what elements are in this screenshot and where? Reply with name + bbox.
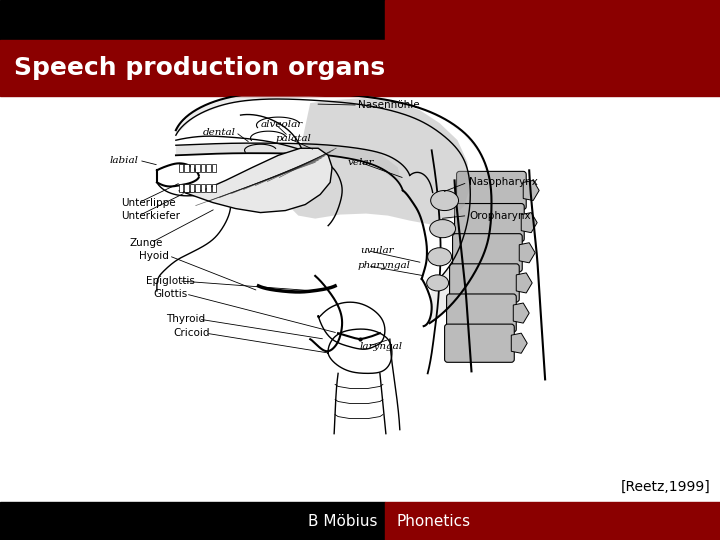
Text: alveolar: alveolar (261, 120, 302, 129)
Bar (0, 502, 385, 540)
Text: Nasenhöhle: Nasenhöhle (358, 100, 420, 110)
Polygon shape (516, 273, 532, 293)
Text: Oropharynx: Oropharynx (469, 211, 531, 220)
FancyBboxPatch shape (445, 324, 514, 362)
Bar (190, 185, 194, 192)
Polygon shape (176, 143, 402, 191)
Text: Phonetics: Phonetics (397, 514, 471, 529)
Text: uvular: uvular (360, 246, 394, 255)
Text: Nasopharynx: Nasopharynx (469, 178, 539, 187)
Text: Unterkiefer: Unterkiefer (121, 211, 180, 220)
Text: labial: labial (110, 156, 139, 165)
Text: Hyoid: Hyoid (139, 251, 169, 261)
Ellipse shape (431, 191, 459, 211)
Polygon shape (523, 180, 539, 200)
Polygon shape (179, 148, 332, 213)
Text: palatal: palatal (275, 134, 311, 143)
Polygon shape (513, 303, 529, 323)
Bar (201, 185, 205, 192)
Bar (190, 164, 194, 172)
Bar (179, 185, 184, 192)
Polygon shape (519, 242, 535, 263)
Bar (385, 0, 720, 40)
Text: laryngal: laryngal (360, 342, 403, 351)
Bar (0, 40, 720, 96)
Bar (385, 502, 720, 540)
Bar (184, 185, 189, 192)
Bar (206, 185, 211, 192)
FancyBboxPatch shape (449, 264, 519, 302)
Bar (0, 0, 385, 40)
Text: pharyngal: pharyngal (358, 261, 411, 271)
Text: dental: dental (202, 127, 235, 137)
Polygon shape (511, 333, 527, 353)
Polygon shape (288, 98, 469, 225)
FancyBboxPatch shape (454, 204, 524, 242)
Polygon shape (521, 213, 537, 233)
Text: [Reetz,1999]: [Reetz,1999] (620, 480, 710, 494)
Ellipse shape (427, 275, 449, 291)
Polygon shape (176, 92, 491, 323)
Ellipse shape (430, 220, 456, 238)
Bar (195, 164, 199, 172)
FancyBboxPatch shape (456, 171, 526, 210)
Text: Thyroid: Thyroid (166, 314, 205, 324)
Bar (184, 164, 189, 172)
Text: Glottis: Glottis (153, 289, 187, 299)
Text: Unterlippe: Unterlippe (121, 198, 176, 207)
Bar (212, 164, 216, 172)
Bar (212, 185, 216, 192)
Text: Zunge: Zunge (129, 238, 163, 248)
Text: Epiglottis: Epiglottis (146, 276, 195, 286)
Text: B Möbius: B Möbius (307, 514, 377, 529)
Bar (195, 185, 199, 192)
FancyBboxPatch shape (446, 294, 516, 332)
FancyBboxPatch shape (453, 234, 522, 272)
Bar (179, 164, 184, 172)
Bar (206, 164, 211, 172)
Text: velar: velar (348, 158, 374, 167)
Text: Cricoid: Cricoid (173, 328, 210, 338)
Ellipse shape (428, 248, 451, 266)
Bar (201, 164, 205, 172)
Text: Speech production organs: Speech production organs (14, 56, 385, 80)
